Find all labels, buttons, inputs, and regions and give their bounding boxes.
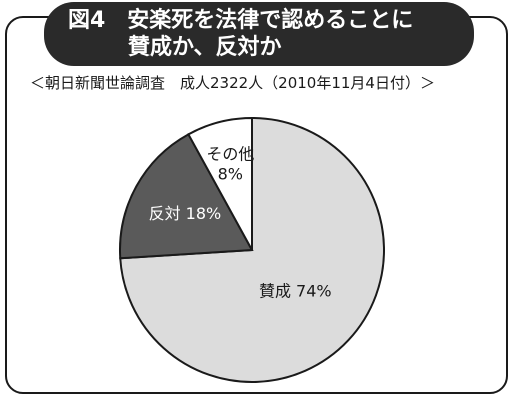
slice-label-agree: 賛成 74% [259, 282, 332, 301]
slice-label-other-value: 8% [218, 165, 243, 184]
slice-label-disagree: 反対 18% [149, 204, 222, 223]
slice-label-other-name: その他 [206, 145, 254, 164]
